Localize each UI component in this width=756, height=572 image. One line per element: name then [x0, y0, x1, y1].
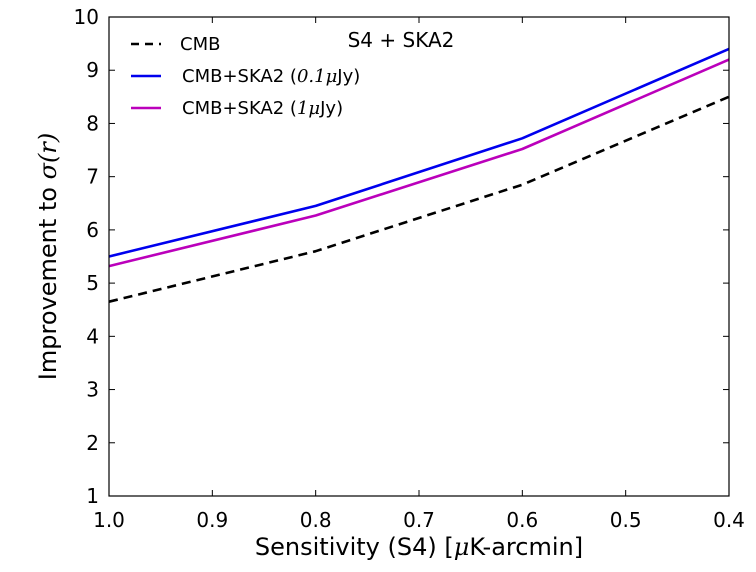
y-tick-label: 6 [86, 218, 99, 242]
y-tick-label: 8 [86, 111, 99, 135]
x-tick-label: 0.4 [713, 508, 745, 532]
y-axis-label: Improvement to σ(r) [34, 133, 62, 380]
y-tick-label: 7 [86, 165, 99, 189]
tick-layer: 1.0 0.9 0.8 0.7 0.6 0.5 0.4 1 2 3 4 5 6 7 8 9 10 [74, 5, 745, 532]
y-tick-label: 10 [74, 5, 99, 29]
x-tick-label: 0.8 [300, 508, 332, 532]
series-layer [108, 47, 730, 303]
x-axis-label: Sensitivity (S4) [μK-arcmin] [255, 533, 583, 561]
legend: CMB CMB+SKA2 (0.1μJy) CMB+SKA2 (1μJy) [131, 34, 360, 119]
legend-label-cmb: CMB [180, 34, 220, 55]
y-tick-label: 9 [86, 58, 99, 82]
series-line-cmb-ska2-01 [108, 47, 730, 258]
y-tick-label: 2 [86, 431, 99, 455]
x-tick-label: 0.5 [610, 508, 642, 532]
x-tick-label: 1.0 [93, 508, 125, 532]
legend-label-cmb-ska2-1: CMB+SKA2 (1μJy) [182, 98, 343, 119]
x-tick-label: 0.6 [506, 508, 538, 532]
y-tick-label: 5 [86, 271, 99, 295]
plot-frame [108, 16, 730, 497]
y-tick-label: 3 [86, 378, 99, 402]
y-tick-label: 1 [86, 484, 99, 508]
x-tick-label: 0.7 [403, 508, 435, 532]
legend-label-cmb-ska2-01: CMB+SKA2 (0.1μJy) [182, 66, 360, 87]
series-line-cmb [108, 95, 730, 303]
x-tick-label: 0.9 [196, 508, 228, 532]
series-line-cmb-ska2-1 [108, 58, 730, 268]
y-tick-label: 4 [86, 324, 99, 348]
chart-annotation: S4 + SKA2 [348, 28, 455, 52]
